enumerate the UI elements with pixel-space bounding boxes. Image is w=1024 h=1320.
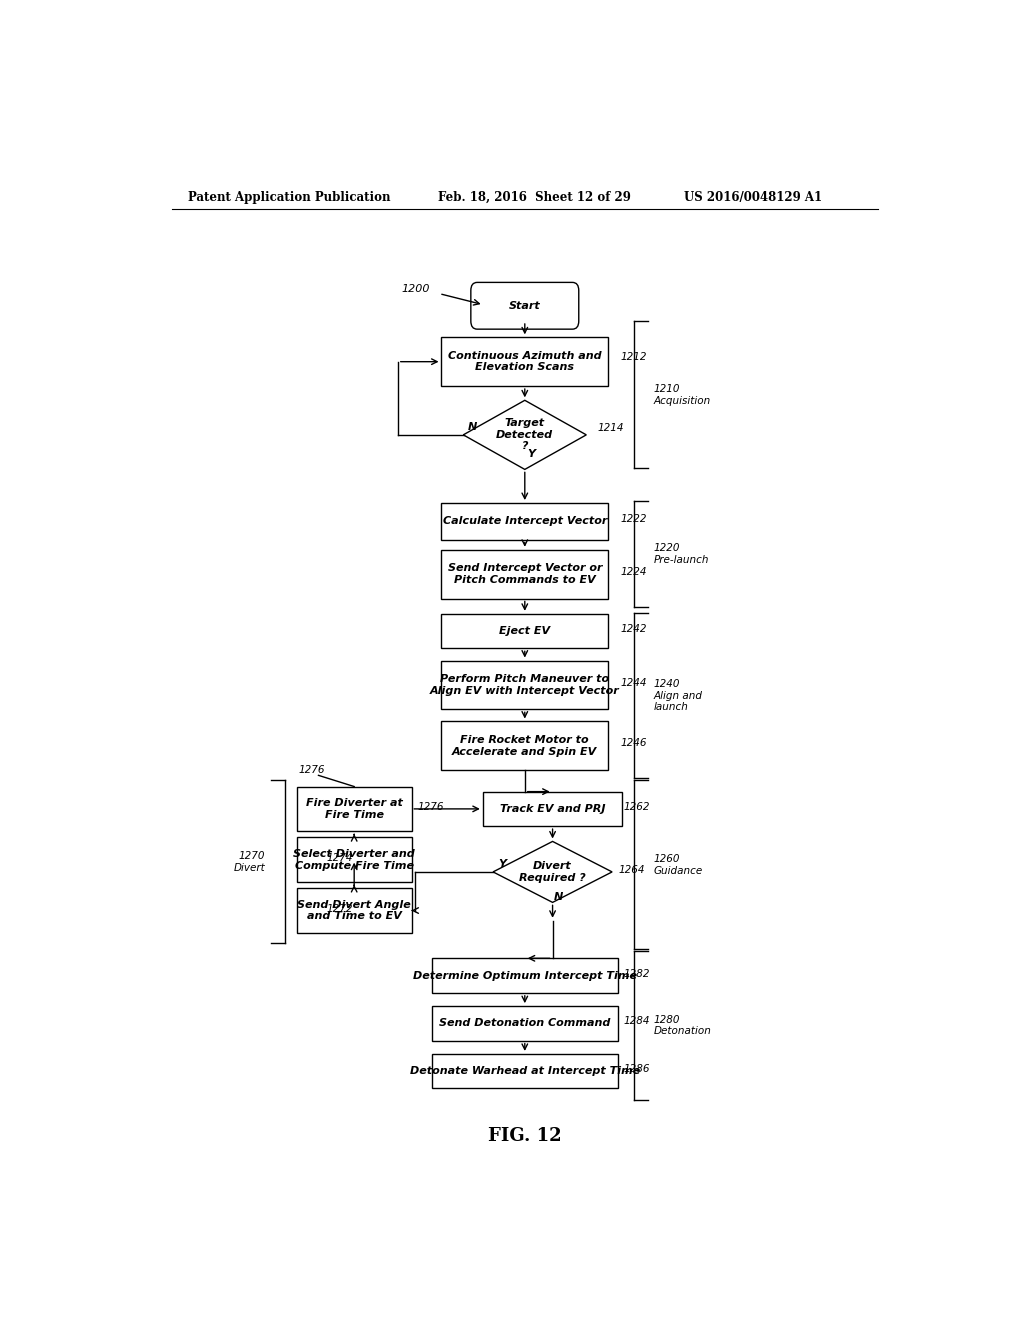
Text: Eject EV: Eject EV: [500, 626, 550, 636]
Text: 1246: 1246: [620, 738, 646, 748]
Text: Select Diverter and
Compute Fire Time: Select Diverter and Compute Fire Time: [293, 849, 415, 870]
Text: Divert
Required ?: Divert Required ?: [519, 861, 586, 883]
Text: 1220
Pre-launch: 1220 Pre-launch: [653, 543, 709, 565]
Text: 1224: 1224: [620, 568, 646, 577]
Text: Feb. 18, 2016  Sheet 12 of 29: Feb. 18, 2016 Sheet 12 of 29: [437, 190, 631, 203]
Bar: [431, 1053, 618, 1089]
Text: 1214: 1214: [598, 422, 625, 433]
Bar: [441, 338, 608, 385]
Text: 1270
Divert: 1270 Divert: [233, 851, 265, 873]
Text: 1222: 1222: [620, 515, 646, 524]
Text: 1280
Detonation: 1280 Detonation: [653, 1015, 712, 1036]
Bar: [297, 787, 412, 832]
Bar: [441, 503, 608, 540]
Text: Send Intercept Vector or
Pitch Commands to EV: Send Intercept Vector or Pitch Commands …: [447, 564, 602, 585]
Bar: [297, 837, 412, 882]
FancyBboxPatch shape: [471, 282, 579, 329]
Bar: [483, 792, 622, 826]
Text: US 2016/0048129 A1: US 2016/0048129 A1: [684, 190, 821, 203]
Text: Calculate Intercept Vector: Calculate Intercept Vector: [442, 516, 607, 527]
Text: Fire Rocket Motor to
Accelerate and Spin EV: Fire Rocket Motor to Accelerate and Spin…: [453, 735, 597, 756]
Text: 1240
Align and
launch: 1240 Align and launch: [653, 678, 702, 713]
Text: Send Divert Angle
and Time to EV: Send Divert Angle and Time to EV: [297, 900, 411, 921]
Text: 1276: 1276: [418, 801, 444, 812]
Bar: [431, 1006, 618, 1040]
Text: 1242: 1242: [620, 624, 646, 634]
Bar: [441, 722, 608, 771]
Text: 1272: 1272: [327, 903, 353, 913]
Text: 1260
Guidance: 1260 Guidance: [653, 854, 702, 875]
Bar: [431, 958, 618, 993]
Text: Y: Y: [527, 449, 536, 459]
Bar: [441, 614, 608, 648]
Text: 1282: 1282: [624, 969, 650, 978]
Polygon shape: [494, 841, 612, 903]
Bar: [441, 660, 608, 709]
Text: Fire Diverter at
Fire Time: Fire Diverter at Fire Time: [306, 799, 402, 820]
Text: 1264: 1264: [618, 865, 645, 875]
Text: FIG. 12: FIG. 12: [488, 1127, 561, 1146]
Text: Determine Optimum Intercept Time: Determine Optimum Intercept Time: [413, 970, 637, 981]
Text: Start: Start: [509, 301, 541, 310]
Text: 1212: 1212: [620, 351, 646, 362]
Text: 1244: 1244: [620, 678, 646, 688]
Text: Send Detonation Command: Send Detonation Command: [439, 1018, 610, 1028]
Text: Continuous Azimuth and
Elevation Scans: Continuous Azimuth and Elevation Scans: [447, 351, 602, 372]
Text: 1210
Acquisition: 1210 Acquisition: [653, 384, 711, 405]
Bar: [297, 888, 412, 933]
Text: N: N: [554, 892, 563, 903]
Text: Detonate Warhead at Intercept Time: Detonate Warhead at Intercept Time: [410, 1067, 640, 1076]
Text: 1284: 1284: [624, 1016, 650, 1027]
Text: 1276: 1276: [299, 766, 326, 775]
Text: 1200: 1200: [401, 284, 430, 293]
Text: Track EV and PRJ: Track EV and PRJ: [500, 804, 605, 814]
Text: 1274: 1274: [327, 853, 353, 863]
Text: N: N: [468, 422, 477, 432]
Text: Patent Application Publication: Patent Application Publication: [187, 190, 390, 203]
Text: Perform Pitch Maneuver to
Align EV with Intercept Vector: Perform Pitch Maneuver to Align EV with …: [430, 675, 620, 696]
Text: 1286: 1286: [624, 1064, 650, 1074]
Bar: [441, 549, 608, 598]
Text: 1262: 1262: [624, 801, 650, 812]
Text: Target
Detected
?: Target Detected ?: [497, 418, 553, 451]
Polygon shape: [463, 400, 587, 470]
Text: Y: Y: [498, 859, 506, 869]
